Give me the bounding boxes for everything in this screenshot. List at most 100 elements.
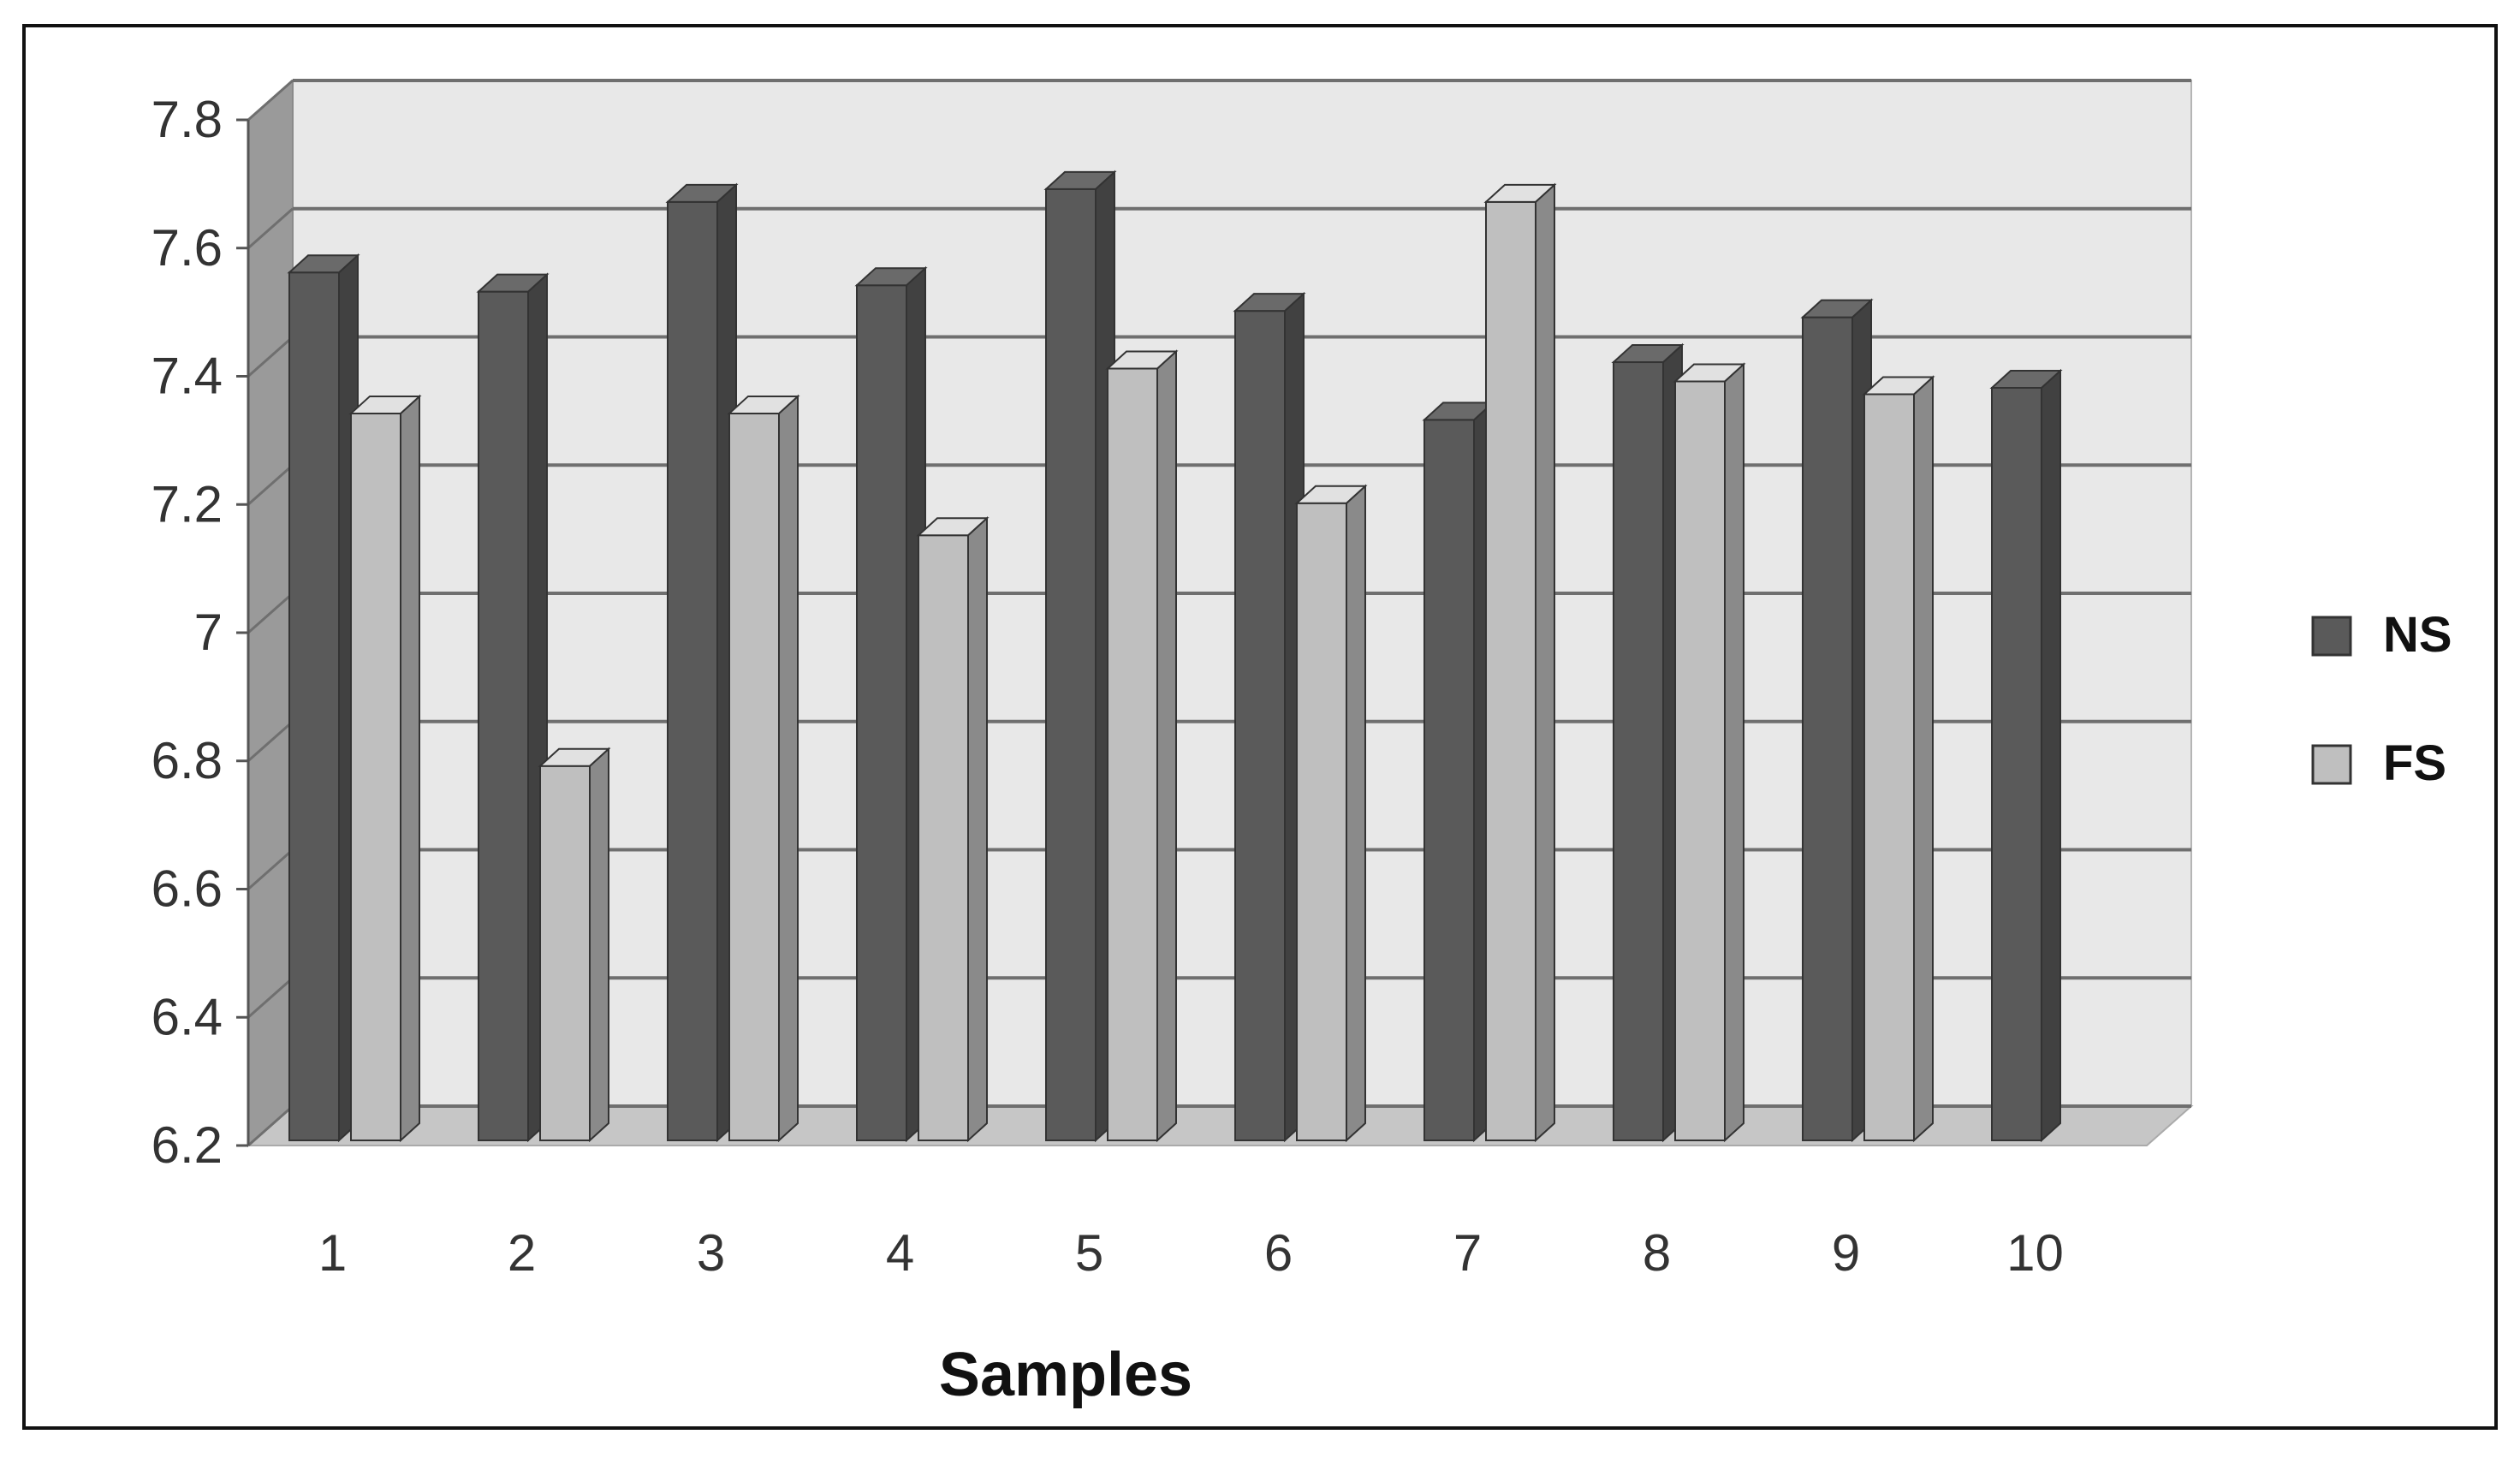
legend-label: NS xyxy=(2383,607,2452,663)
bar-fs-6 xyxy=(1294,484,1368,1143)
bar-front xyxy=(1107,367,1158,1141)
gridline-side xyxy=(247,1104,294,1147)
bar-front xyxy=(1991,386,2042,1141)
bar-top xyxy=(287,254,360,274)
bar-side xyxy=(2041,368,2061,1143)
x-tick-label: 9 xyxy=(1832,1224,1860,1282)
bar-top xyxy=(1673,363,1746,383)
bar-top xyxy=(1043,170,1117,190)
gridline-side xyxy=(247,977,294,1019)
y-tick-label: 7.2 xyxy=(152,475,223,533)
bar-top xyxy=(1105,350,1179,370)
y-tick-label: 6.2 xyxy=(152,1116,223,1174)
y-tick-label: 7.4 xyxy=(152,348,223,405)
bar-front xyxy=(478,290,529,1141)
y-tick-label: 7 xyxy=(194,604,223,661)
y-tick-label: 7.6 xyxy=(152,219,223,277)
bar-top xyxy=(727,395,800,414)
bar-front xyxy=(856,284,907,1141)
bar-front xyxy=(1485,200,1536,1142)
y-tick-label: 6.6 xyxy=(152,860,223,918)
bar-ns-5 xyxy=(1043,170,1117,1143)
bar-front xyxy=(1423,419,1475,1141)
bar-fs-2 xyxy=(538,747,611,1143)
legend-swatch xyxy=(2311,616,2352,657)
bar-fs-3 xyxy=(727,394,800,1143)
legend-swatch xyxy=(2311,744,2352,785)
bar-front xyxy=(1802,316,1853,1141)
y-tick-label: 6.4 xyxy=(152,988,223,1045)
bar-side xyxy=(967,515,988,1143)
bar-top xyxy=(1989,369,2063,389)
bar-fs-1 xyxy=(348,394,422,1143)
bar-side xyxy=(400,394,420,1143)
gridline-side xyxy=(247,464,294,506)
bar-front xyxy=(918,534,969,1141)
bar-top xyxy=(1294,485,1368,504)
bar-top xyxy=(1611,344,1685,364)
bar-ns-10 xyxy=(1989,368,2063,1143)
bar-front xyxy=(1674,380,1726,1141)
y-tick-label: 6.8 xyxy=(152,732,223,789)
bar-front xyxy=(728,412,780,1141)
gridline-side xyxy=(247,207,294,249)
bar-front xyxy=(1045,187,1097,1141)
gridline-side xyxy=(247,336,294,378)
bar-front xyxy=(539,765,591,1141)
gridline-side xyxy=(247,848,294,890)
bar-top xyxy=(854,267,928,287)
x-axis-title: Samples xyxy=(939,1341,1192,1409)
x-tick-label: 10 xyxy=(2006,1224,2064,1282)
bar-fs-4 xyxy=(916,515,990,1143)
bar-side xyxy=(1913,375,1934,1143)
x-tick-label: 2 xyxy=(508,1224,536,1282)
legend-label: FS xyxy=(2383,735,2446,791)
bar-top xyxy=(916,517,990,537)
bar-fs-7 xyxy=(1483,182,1557,1143)
bar-front xyxy=(667,200,718,1142)
bar-fs-9 xyxy=(1862,375,1935,1143)
bar-side xyxy=(1346,484,1366,1143)
bar-side xyxy=(1535,182,1555,1143)
bar-ns-8 xyxy=(1611,342,1685,1143)
bar-ns-2 xyxy=(476,272,550,1143)
x-tick-label: 5 xyxy=(1075,1224,1103,1282)
x-tick-label: 8 xyxy=(1643,1224,1671,1282)
bar-side xyxy=(778,394,799,1143)
bar-top xyxy=(538,747,611,767)
bar-ns-1 xyxy=(287,253,360,1143)
legend-item-fs: FS xyxy=(2311,735,2446,791)
bar-top xyxy=(1862,376,1935,396)
bar-front xyxy=(288,271,340,1141)
x-tick-label: 6 xyxy=(1264,1224,1293,1282)
bar-fs-8 xyxy=(1673,362,1746,1143)
gridline-side xyxy=(247,592,294,634)
legend-item-ns: NS xyxy=(2311,607,2452,663)
bar-side xyxy=(1724,362,1744,1143)
bar-side xyxy=(589,747,609,1143)
bar-front xyxy=(1296,502,1347,1141)
bar-ns-9 xyxy=(1800,298,1874,1143)
bar-top xyxy=(1800,299,1874,318)
bar-top xyxy=(665,183,739,203)
bar-front xyxy=(1234,310,1286,1141)
x-tick-label: 1 xyxy=(318,1224,347,1282)
bar-front xyxy=(1613,361,1664,1142)
gridline-side xyxy=(247,720,294,762)
bar-ns-6 xyxy=(1233,291,1306,1143)
bar-top xyxy=(1483,183,1557,203)
x-tick-label: 7 xyxy=(1453,1224,1482,1282)
bar-front xyxy=(350,412,401,1141)
bar-ns-4 xyxy=(854,265,928,1143)
y-tick-label: 7.8 xyxy=(152,91,223,148)
bar-top xyxy=(348,395,422,414)
bar-ns-3 xyxy=(665,182,739,1143)
bar-side xyxy=(1156,349,1177,1143)
bar-front xyxy=(1863,393,1915,1142)
bar-fs-5 xyxy=(1105,349,1179,1143)
bar-top xyxy=(476,273,550,293)
x-tick-label: 3 xyxy=(697,1224,725,1282)
bar-ns-7 xyxy=(1422,401,1495,1143)
bar-top xyxy=(1233,293,1306,312)
